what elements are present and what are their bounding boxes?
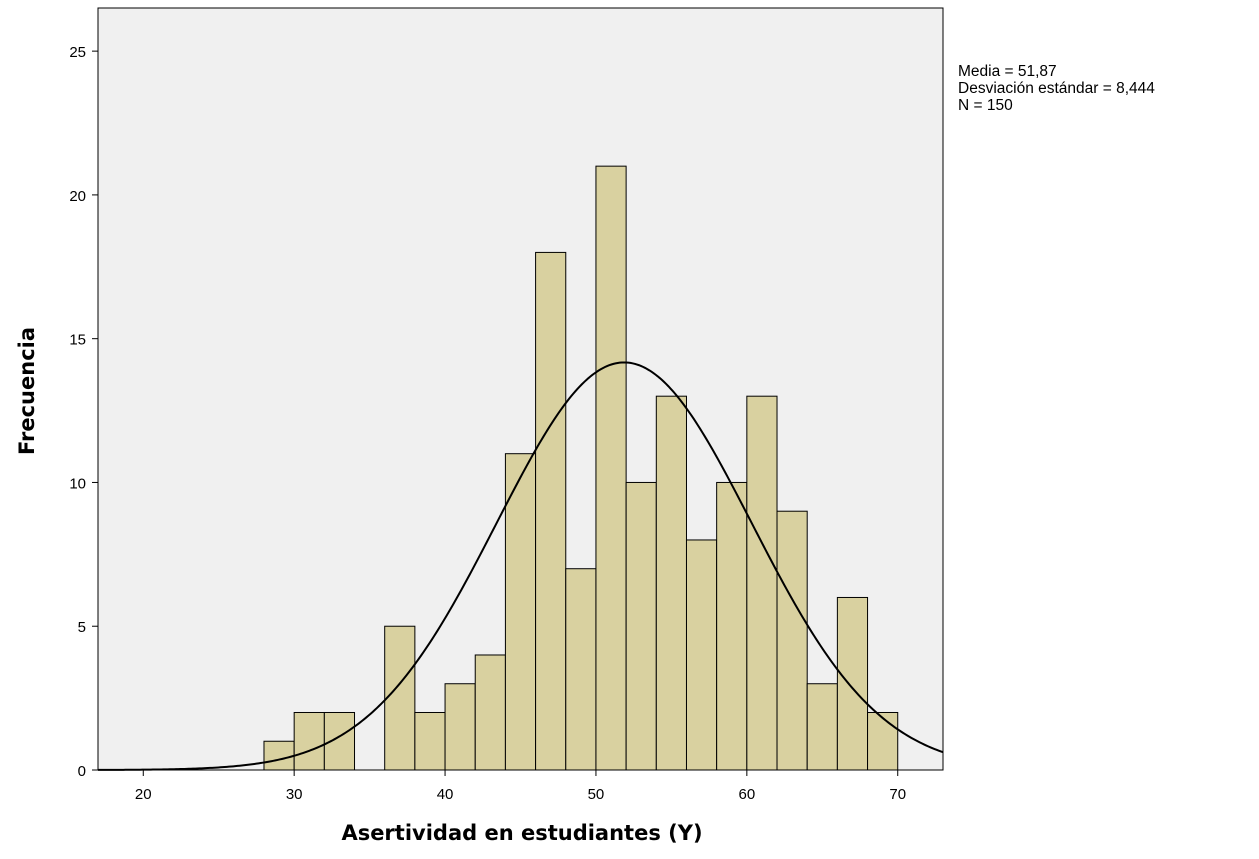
histogram-bar: [716, 481, 748, 771]
x-tick-label: 30: [286, 786, 303, 803]
histogram-bar: [414, 711, 446, 771]
histogram-bar: [746, 395, 778, 771]
histogram-bar: [535, 251, 567, 771]
x-axis-ticks: 20 30 40 50 60 70: [135, 770, 906, 803]
x-tick-label: 70: [889, 786, 906, 803]
histogram-bar: [867, 711, 899, 771]
histogram-bars: [263, 165, 899, 771]
y-tick-label: 5: [78, 619, 86, 636]
y-tick-label: 25: [69, 44, 86, 61]
histogram-bar: [836, 596, 869, 771]
histogram-bar: [625, 481, 657, 771]
x-tick-label: 20: [135, 786, 152, 803]
statistics-box: Media = 51,87 Desviación estándar = 8,44…: [958, 63, 1155, 114]
histogram-bar: [263, 740, 295, 771]
x-axis-title: Asertividad en estudiantes (Y): [341, 821, 702, 845]
std-dev-label: Desviación estándar = 8,444: [958, 80, 1155, 97]
plot-frame: [97, 7, 944, 771]
histogram-bar: [655, 395, 687, 771]
mean-label: Media = 51,87: [958, 63, 1057, 80]
y-axis-title: Frecuencia: [15, 327, 39, 455]
x-tick-label: 60: [738, 786, 755, 803]
histogram-bar: [444, 683, 476, 771]
histogram-bar: [474, 654, 506, 771]
y-tick-label: 0: [78, 763, 86, 780]
histogram-bar: [776, 510, 808, 771]
histogram-bar: [293, 711, 325, 771]
histogram-bar: [504, 453, 537, 771]
y-axis-ticks: 0 5 10 15 20 25: [69, 44, 98, 780]
histogram-bar: [685, 539, 718, 771]
normal-curve: [97, 361, 944, 771]
y-tick-label: 20: [69, 188, 86, 205]
x-tick-label: 40: [437, 786, 454, 803]
histogram-bar: [565, 568, 597, 771]
histogram-bar: [806, 683, 838, 771]
y-tick-label: 10: [69, 475, 86, 492]
histogram-bar: [595, 165, 627, 771]
n-label: N = 150: [958, 97, 1013, 114]
y-tick-label: 15: [69, 332, 86, 349]
x-tick-label: 50: [588, 786, 605, 803]
histogram-bar: [384, 625, 416, 771]
